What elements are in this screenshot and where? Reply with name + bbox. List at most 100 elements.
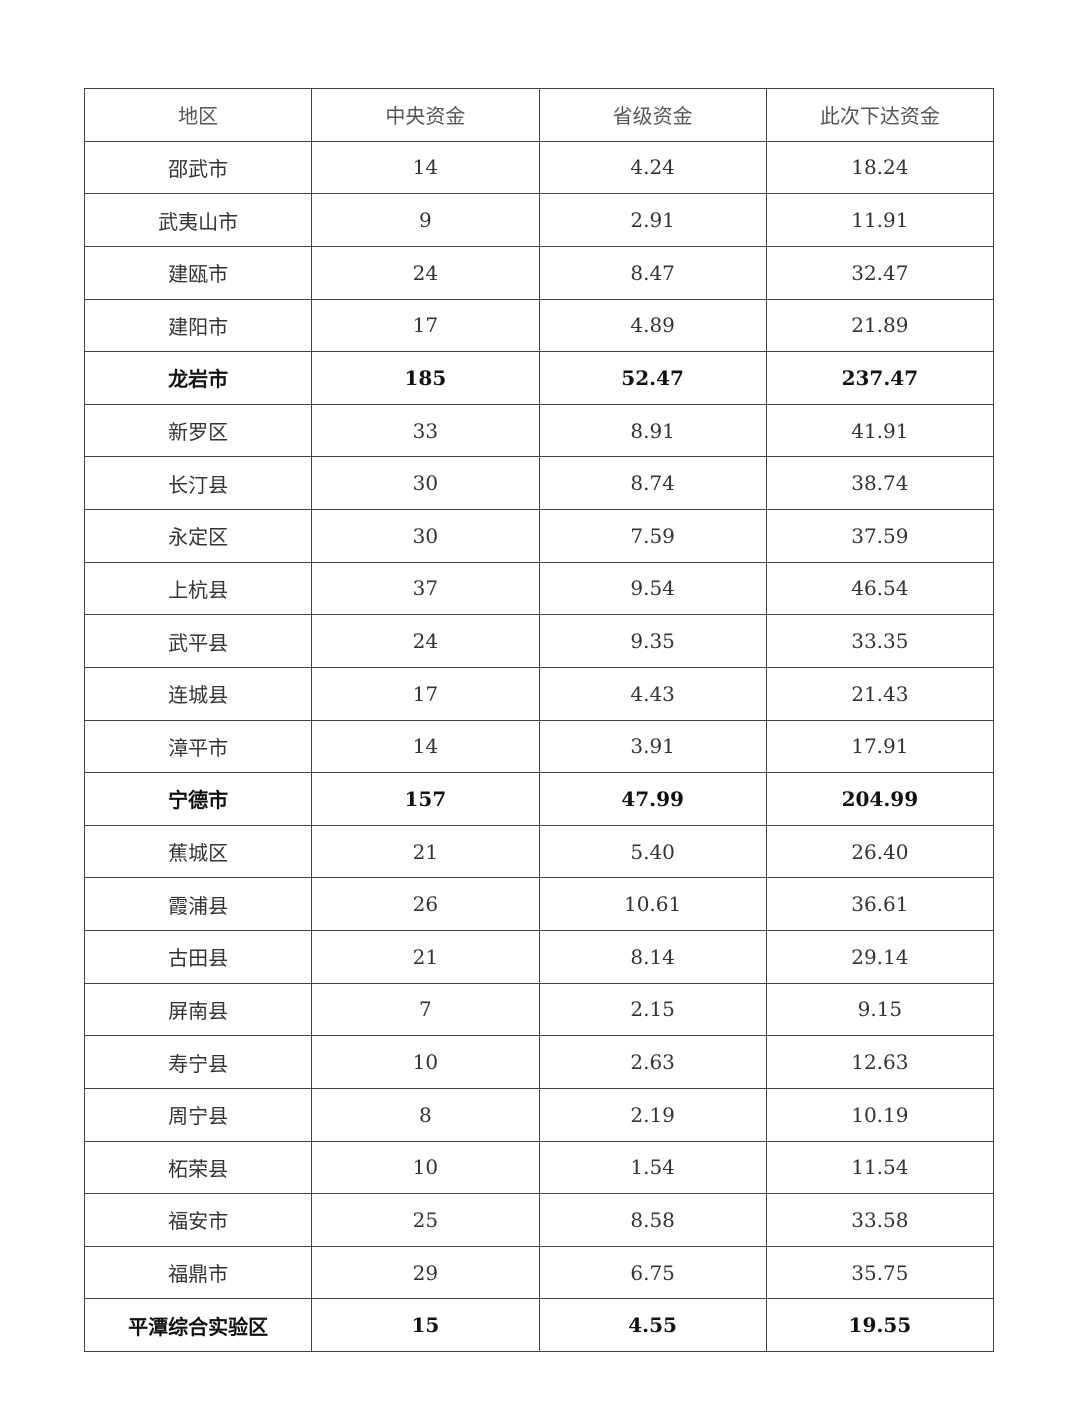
provincial-funds-cell: 2.15 bbox=[538, 982, 767, 1037]
allocated-funds-cell: 11.54 bbox=[765, 1140, 995, 1195]
allocated-funds-cell: 9.15 bbox=[765, 982, 995, 1037]
allocated-funds-cell: 204.99 bbox=[765, 772, 995, 826]
table-row: 建阳市 17 4.89 21.89 bbox=[83, 298, 995, 353]
provincial-funds-cell: 4.24 bbox=[538, 140, 767, 195]
central-funds-cell: 8 bbox=[311, 1087, 540, 1142]
table-row: 龙岩市 185 52.47 237.47 bbox=[83, 351, 995, 405]
central-funds-cell: 185 bbox=[311, 351, 540, 405]
central-funds-cell: 30 bbox=[311, 509, 540, 563]
central-funds-cell: 15 bbox=[311, 1298, 540, 1352]
region-cell: 永定区 bbox=[83, 509, 313, 563]
header-central-funds: 中央资金 bbox=[311, 88, 540, 142]
table-row: 宁德市 157 47.99 204.99 bbox=[83, 772, 995, 826]
allocated-funds-cell: 33.58 bbox=[765, 1193, 995, 1247]
central-funds-cell: 29 bbox=[311, 1245, 540, 1300]
region-cell: 建瓯市 bbox=[83, 245, 313, 300]
region-cell: 周宁县 bbox=[83, 1087, 313, 1142]
allocated-funds-cell: 33.35 bbox=[765, 614, 995, 668]
header-provincial-funds: 省级资金 bbox=[538, 88, 767, 142]
table-row: 寿宁县 10 2.63 12.63 bbox=[83, 1035, 995, 1089]
provincial-funds-cell: 8.58 bbox=[538, 1193, 767, 1247]
table-row: 连城县 17 4.43 21.43 bbox=[83, 666, 995, 721]
allocated-funds-cell: 11.91 bbox=[765, 193, 995, 247]
funding-table: 地区 中央资金 省级资金 此次下达资金 邵武市 14 4.24 18.24 武夷山市 9 2… bbox=[83, 88, 995, 1352]
central-funds-cell: 7 bbox=[311, 982, 540, 1037]
provincial-funds-cell: 9.54 bbox=[538, 561, 767, 616]
region-cell: 平潭综合实验区 bbox=[83, 1298, 313, 1352]
table-row: 福鼎市 29 6.75 35.75 bbox=[83, 1245, 995, 1300]
provincial-funds-cell: 3.91 bbox=[538, 719, 767, 774]
region-cell: 福安市 bbox=[83, 1193, 313, 1247]
table-row: 周宁县 8 2.19 10.19 bbox=[83, 1087, 995, 1142]
allocated-funds-cell: 10.19 bbox=[765, 1087, 995, 1142]
central-funds-cell: 157 bbox=[311, 772, 540, 826]
provincial-funds-cell: 2.63 bbox=[538, 1035, 767, 1089]
central-funds-cell: 30 bbox=[311, 456, 540, 510]
provincial-funds-cell: 8.47 bbox=[538, 245, 767, 300]
allocated-funds-cell: 36.61 bbox=[765, 877, 995, 931]
region-cell: 武夷山市 bbox=[83, 193, 313, 247]
provincial-funds-cell: 8.74 bbox=[538, 456, 767, 510]
allocated-funds-cell: 46.54 bbox=[765, 561, 995, 616]
allocated-funds-cell: 38.74 bbox=[765, 456, 995, 510]
provincial-funds-cell: 5.40 bbox=[538, 824, 767, 879]
central-funds-cell: 17 bbox=[311, 298, 540, 353]
central-funds-cell: 10 bbox=[311, 1035, 540, 1089]
table-row: 屏南县 7 2.15 9.15 bbox=[83, 982, 995, 1037]
table-row: 建瓯市 24 8.47 32.47 bbox=[83, 245, 995, 300]
provincial-funds-cell: 52.47 bbox=[538, 351, 767, 405]
region-cell: 武平县 bbox=[83, 614, 313, 668]
central-funds-cell: 14 bbox=[311, 140, 540, 195]
allocated-funds-cell: 21.43 bbox=[765, 666, 995, 721]
allocated-funds-cell: 37.59 bbox=[765, 509, 995, 563]
central-funds-cell: 21 bbox=[311, 930, 540, 984]
region-cell: 上杭县 bbox=[83, 561, 313, 616]
provincial-funds-cell: 8.14 bbox=[538, 930, 767, 984]
provincial-funds-cell: 4.89 bbox=[538, 298, 767, 353]
allocated-funds-cell: 26.40 bbox=[765, 824, 995, 879]
central-funds-cell: 10 bbox=[311, 1140, 540, 1195]
table-row: 柘荣县 10 1.54 11.54 bbox=[83, 1140, 995, 1195]
provincial-funds-cell: 10.61 bbox=[538, 877, 767, 931]
region-cell: 寿宁县 bbox=[83, 1035, 313, 1089]
table-header-row: 地区 中央资金 省级资金 此次下达资金 bbox=[83, 88, 995, 142]
allocated-funds-cell: 12.63 bbox=[765, 1035, 995, 1089]
header-region: 地区 bbox=[83, 88, 313, 142]
provincial-funds-cell: 4.43 bbox=[538, 666, 767, 721]
table-row: 霞浦县 26 10.61 36.61 bbox=[83, 877, 995, 931]
table-row: 永定区 30 7.59 37.59 bbox=[83, 509, 995, 563]
provincial-funds-cell: 9.35 bbox=[538, 614, 767, 668]
header-allocated-funds: 此次下达资金 bbox=[765, 88, 995, 142]
region-cell: 霞浦县 bbox=[83, 877, 313, 931]
table-row: 古田县 21 8.14 29.14 bbox=[83, 930, 995, 984]
allocated-funds-cell: 18.24 bbox=[765, 140, 995, 195]
region-cell: 福鼎市 bbox=[83, 1245, 313, 1300]
table-row: 武夷山市 9 2.91 11.91 bbox=[83, 193, 995, 247]
central-funds-cell: 37 bbox=[311, 561, 540, 616]
central-funds-cell: 9 bbox=[311, 193, 540, 247]
allocated-funds-cell: 29.14 bbox=[765, 930, 995, 984]
region-cell: 柘荣县 bbox=[83, 1140, 313, 1195]
provincial-funds-cell: 2.19 bbox=[538, 1087, 767, 1142]
provincial-funds-cell: 6.75 bbox=[538, 1245, 767, 1300]
central-funds-cell: 14 bbox=[311, 719, 540, 774]
provincial-funds-cell: 47.99 bbox=[538, 772, 767, 826]
region-cell: 古田县 bbox=[83, 930, 313, 984]
table-row: 福安市 25 8.58 33.58 bbox=[83, 1193, 995, 1247]
allocated-funds-cell: 35.75 bbox=[765, 1245, 995, 1300]
region-cell: 漳平市 bbox=[83, 719, 313, 774]
central-funds-cell: 25 bbox=[311, 1193, 540, 1247]
provincial-funds-cell: 2.91 bbox=[538, 193, 767, 247]
provincial-funds-cell: 7.59 bbox=[538, 509, 767, 563]
table-row: 邵武市 14 4.24 18.24 bbox=[83, 140, 995, 195]
table-row: 武平县 24 9.35 33.35 bbox=[83, 614, 995, 668]
region-cell: 宁德市 bbox=[83, 772, 313, 826]
provincial-funds-cell: 1.54 bbox=[538, 1140, 767, 1195]
central-funds-cell: 33 bbox=[311, 403, 540, 458]
region-cell: 建阳市 bbox=[83, 298, 313, 353]
table-row: 上杭县 37 9.54 46.54 bbox=[83, 561, 995, 616]
allocated-funds-cell: 32.47 bbox=[765, 245, 995, 300]
region-cell: 新罗区 bbox=[83, 403, 313, 458]
table-row: 平潭综合实验区 15 4.55 19.55 bbox=[83, 1298, 995, 1352]
allocated-funds-cell: 21.89 bbox=[765, 298, 995, 353]
